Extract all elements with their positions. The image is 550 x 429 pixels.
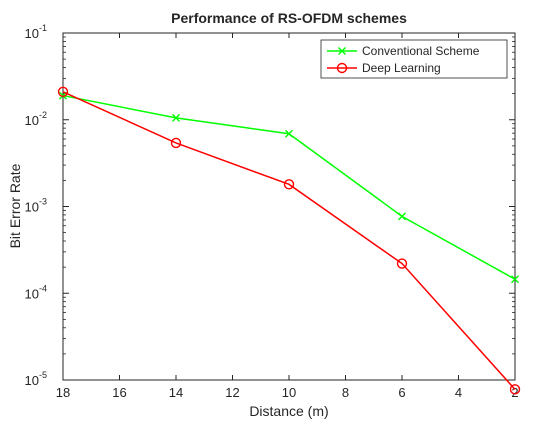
x-tick-label: 10 [282,385,296,400]
legend-box [320,39,508,79]
series-line-deep-learning [62,91,516,390]
x-tick-label: 2 [511,385,518,400]
data-point-conventional-scheme-stroke-b [285,129,293,138]
y-tick-base: 10 [25,373,39,388]
data-point-deep-learning [509,384,521,395]
data-point-conventional-scheme-stroke-b [398,212,406,221]
legend-marker-conventional-scheme [338,47,346,55]
chart-title: Performance of RS-OFDM schemes [171,10,407,26]
series-layer [57,86,521,395]
data-point-deep-learning [396,258,408,269]
x-tick-label: 8 [342,385,349,400]
axes-box [62,32,516,381]
y-axis-label: Bit Error Rate [7,163,23,248]
legend-marker-deep-learning [336,62,348,74]
data-point-conventional-scheme-stroke-b [172,113,180,122]
data-point-conventional-scheme [398,212,406,221]
series-deep-learning [57,86,521,395]
y-tick-label: 10 [25,286,39,301]
data-point-conventional-scheme [172,113,180,122]
data-point-conventional-scheme-stroke-b [511,275,519,284]
series-conventional-scheme [59,91,519,284]
y-tick-base: 10 [25,200,39,215]
y-tick-label: 10 [25,26,39,41]
y-tick-exponent: -2 [39,110,47,120]
data-point-conventional-scheme [285,129,293,138]
data-point-conventional-scheme [511,275,519,284]
legend-label-conventional-scheme: Conventional Scheme [362,44,480,58]
y-tick-exponent: -3 [39,197,47,207]
x-tick-label: 18 [56,385,70,400]
y-tick-label: 10 [25,113,39,128]
legend: Conventional Scheme Deep Learning [320,39,508,79]
y-tick-label: 10 [25,200,39,215]
data-point-deep-learning [57,86,69,97]
x-tick-label: 16 [112,385,126,400]
y-tick-base: 10 [25,113,39,128]
plot-area [62,32,516,381]
data-point-deep-learning [170,137,182,149]
legend-marker-conventional-scheme-stroke-b [338,47,346,55]
y-tick-exponent: -1 [39,23,47,33]
data-point-deep-learning [283,179,295,190]
x-tick-label: 12 [225,385,239,400]
y-tick-base: 10 [25,26,39,41]
x-tick-label: 6 [398,385,405,400]
y-tick-exponent: -5 [39,370,47,380]
y-tick-exponent: -4 [39,283,47,293]
x-tick-label: 4 [455,385,462,400]
x-tick-label: 14 [169,385,183,400]
y-tick-base: 10 [25,286,39,301]
y-axis-ticks: 10-110-210-310-410-5 [25,23,515,388]
legend-label-deep-learning: Deep Learning [362,61,441,75]
x-axis-label: Distance (m) [249,403,328,419]
x-axis-ticks: 18 16 14 12 10 8 6 4 2 [56,33,519,400]
y-tick-label: 10 [25,373,39,388]
